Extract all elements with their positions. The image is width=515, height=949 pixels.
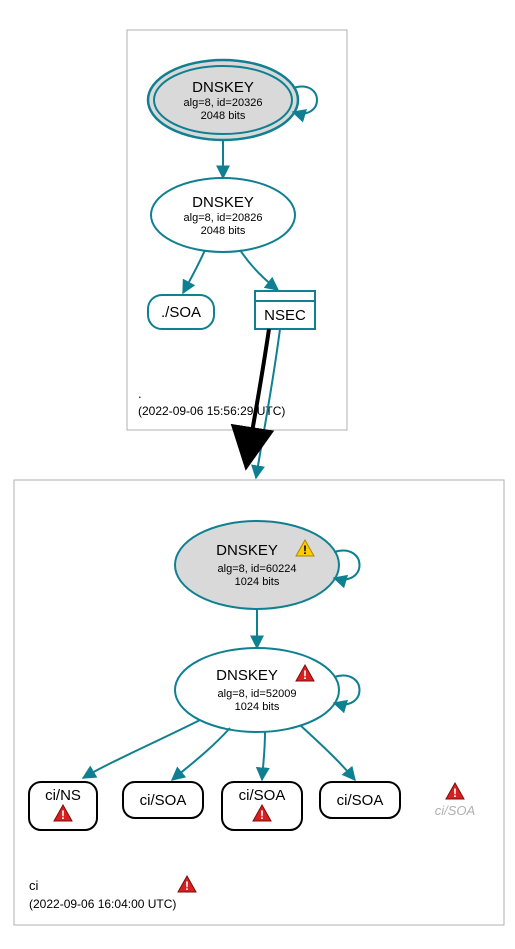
svg-text:!: ! xyxy=(185,879,189,893)
zone-ci-label: ci xyxy=(29,878,39,893)
ci-ns-label: ci/NS xyxy=(45,787,81,804)
svg-text:!: ! xyxy=(303,668,307,682)
root-ksk-alg: alg=8, id=20326 xyxy=(184,97,263,109)
ci-ksk-bits: 1024 bits xyxy=(235,576,280,588)
node-ci-ksk: DNSKEY alg=8, id=60224 1024 bits ! xyxy=(175,521,339,609)
root-nsec-label: NSEC xyxy=(264,307,306,324)
root-ksk-bits: 2048 bits xyxy=(201,110,246,122)
svg-text:!: ! xyxy=(61,808,65,822)
ci-soa1-label: ci/SOA xyxy=(140,792,187,809)
node-root-zsk: DNSKEY alg=8, id=20826 2048 bits xyxy=(151,178,295,252)
ci-soa2-label: ci/SOA xyxy=(239,787,286,804)
node-root-soa: ./SOA xyxy=(148,295,214,329)
svg-text:!: ! xyxy=(303,543,307,557)
svg-text:!: ! xyxy=(453,786,457,800)
root-soa-label: ./SOA xyxy=(161,304,201,321)
node-ci-soa-1: ci/SOA xyxy=(123,782,203,818)
ci-zsk-title: DNSKEY xyxy=(216,667,278,684)
zone-ci: DNSKEY alg=8, id=60224 1024 bits ! DNSKE… xyxy=(14,480,504,925)
ci-ksk-title: DNSKEY xyxy=(216,542,278,559)
dnssec-graph: DNSKEY alg=8, id=20326 2048 bits DNSKEY … xyxy=(0,0,515,949)
zone-root: DNSKEY alg=8, id=20326 2048 bits DNSKEY … xyxy=(127,30,347,430)
zone-root-date: (2022-09-06 15:56:29 UTC) xyxy=(138,404,285,418)
root-zsk-bits: 2048 bits xyxy=(201,225,246,237)
ci-soa3-label: ci/SOA xyxy=(337,792,384,809)
node-root-ksk: DNSKEY alg=8, id=20326 2048 bits xyxy=(148,60,298,140)
svg-text:!: ! xyxy=(260,808,264,822)
node-ci-soa-3: ci/SOA xyxy=(320,782,400,818)
zone-root-label: . xyxy=(138,386,142,401)
root-ksk-title: DNSKEY xyxy=(192,79,254,96)
ci-zsk-bits: 1024 bits xyxy=(235,701,280,713)
zone-ci-date: (2022-09-06 16:04:00 UTC) xyxy=(29,897,176,911)
root-zsk-alg: alg=8, id=20826 xyxy=(184,212,263,224)
ci-ksk-alg: alg=8, id=60224 xyxy=(218,563,297,575)
ci-zsk-alg: alg=8, id=52009 xyxy=(218,688,297,700)
ci-soa-grey-label: ci/SOA xyxy=(435,803,475,818)
node-ci-soa-2: ci/SOA ! xyxy=(222,782,302,830)
node-root-nsec: NSEC xyxy=(255,291,315,329)
node-ci-ns: ci/NS ! xyxy=(29,782,97,830)
root-zsk-title: DNSKEY xyxy=(192,194,254,211)
